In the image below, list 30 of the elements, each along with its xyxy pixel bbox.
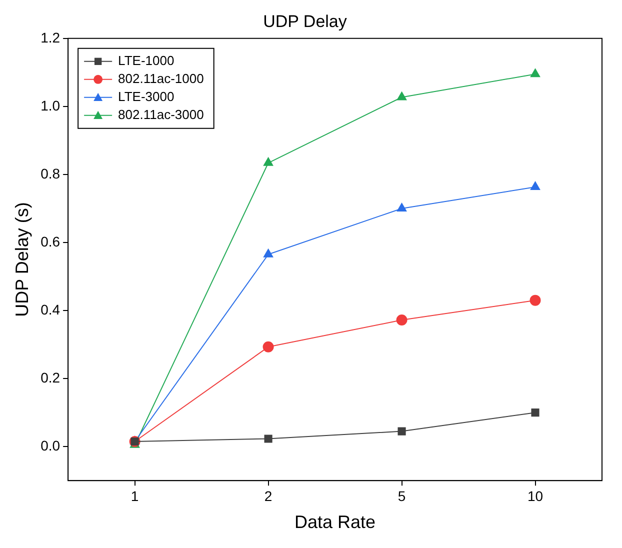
x-tick-label: 5 bbox=[398, 488, 406, 504]
y-tick-label: 0.0 bbox=[40, 437, 60, 454]
point bbox=[396, 314, 408, 326]
point bbox=[530, 182, 540, 190]
point bbox=[530, 68, 540, 78]
y-tick-label: 1.0 bbox=[40, 97, 60, 114]
point bbox=[262, 341, 274, 352]
legend-label: 802.11ac-1000 bbox=[118, 70, 204, 86]
x-tick-label: 2 bbox=[264, 488, 272, 504]
point bbox=[264, 434, 272, 443]
point bbox=[396, 92, 407, 100]
x-tick-label: 10 bbox=[527, 488, 544, 504]
point bbox=[263, 248, 274, 258]
legend-label: 802.11ac-3000 bbox=[118, 106, 204, 122]
y-tick-label: 0.2 bbox=[40, 369, 60, 386]
x-axis-title: Data Rate bbox=[294, 512, 376, 532]
y-tick-label: 0.6 bbox=[40, 233, 60, 250]
point bbox=[398, 427, 406, 436]
y-tick-label: 0.8 bbox=[40, 165, 60, 182]
x-tick-label: 1 bbox=[130, 488, 139, 504]
y-tick-label: 0.4 bbox=[40, 301, 60, 318]
y-axis-title: UDP Delay (s) bbox=[12, 202, 32, 317]
point bbox=[531, 408, 540, 417]
point bbox=[263, 157, 274, 166]
y-tick-label: 1.2 bbox=[40, 29, 60, 46]
point bbox=[530, 294, 541, 306]
point bbox=[396, 202, 407, 212]
legend-label: LTE-3000 bbox=[118, 88, 174, 104]
legend-label: LTE-1000 bbox=[118, 52, 174, 68]
chart-title: UDP Delay bbox=[263, 12, 348, 31]
